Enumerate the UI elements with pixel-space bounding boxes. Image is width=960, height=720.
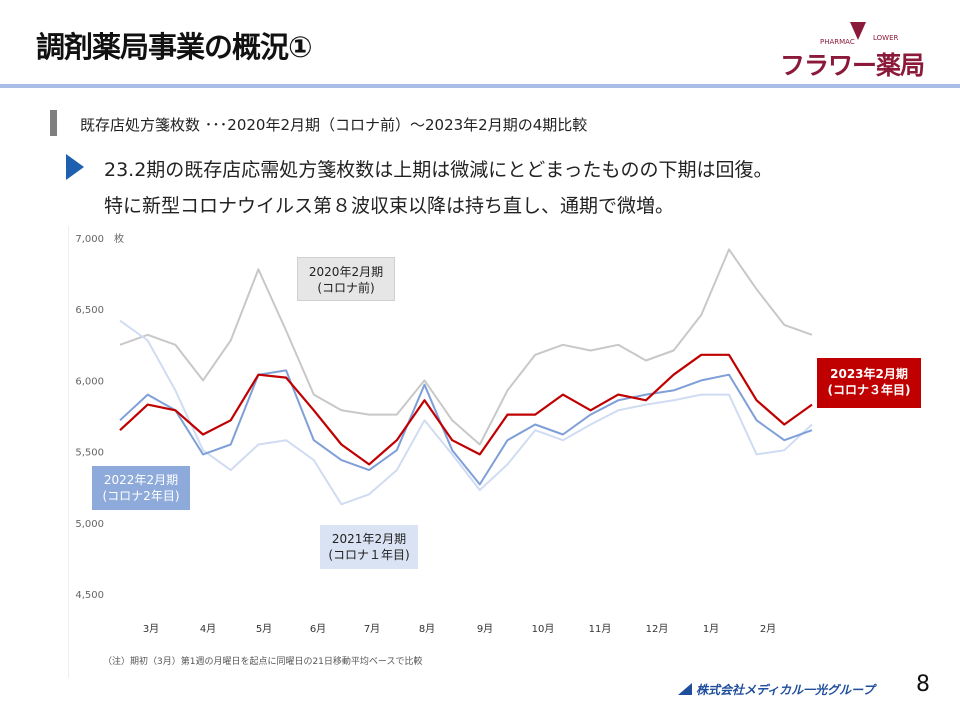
x-tick-label: 9月 xyxy=(477,623,493,635)
x-tick-label: 3月 xyxy=(143,623,159,635)
annotation-2023: 2023年2月期 (コロナ３年目) xyxy=(817,358,921,408)
annotation-2020: 2020年2月期 (コロナ前) xyxy=(297,257,395,301)
y-unit-label: 枚 xyxy=(114,232,124,245)
annotation-line: (コロナ2年目) xyxy=(102,489,180,503)
page-number: 8 xyxy=(916,672,930,697)
annotation-2021: 2021年2月期 (コロナ１年目) xyxy=(320,525,418,569)
x-tick-label: 1月 xyxy=(703,623,719,635)
x-tick-label: 11月 xyxy=(589,623,612,635)
logo-text: フラワー薬局 xyxy=(780,51,925,80)
annotation-line: (コロナ３年目) xyxy=(827,383,911,397)
y-tick-label: 4,500 xyxy=(75,590,104,601)
series-line-2022 xyxy=(119,369,813,486)
series-line-2020 xyxy=(119,248,813,446)
annotation-2022: 2022年2月期 (コロナ2年目) xyxy=(92,466,190,510)
x-tick-label: 8月 xyxy=(419,623,435,635)
x-tick-label: 12月 xyxy=(646,623,669,635)
flower-icon xyxy=(850,22,866,40)
bullet-text: 23.2期の既存店応需処方箋枚数は上期は微減にとどまったものの下期は回復。 xyxy=(104,159,773,181)
annotation-line: 2022年2月期 xyxy=(103,473,179,487)
series-lines xyxy=(119,248,813,506)
company-logo-icon xyxy=(678,683,692,695)
annotation-line: 2023年2月期 xyxy=(830,367,908,381)
x-tick-label: 2月 xyxy=(760,623,776,635)
y-tick-label: 5,000 xyxy=(75,519,104,530)
chart-border xyxy=(68,226,69,678)
bullet-text: 特に新型コロナウイルス第８波収束以降は持ち直し、通期で微増。 xyxy=(104,195,675,217)
company-logo-text: 株式会社メディカル一光グループ xyxy=(696,683,875,697)
triangle-bullet-icon xyxy=(66,154,84,180)
y-tick-label: 5,500 xyxy=(75,448,104,459)
y-tick-label: 6,000 xyxy=(75,376,104,387)
chart-footnote: （注）期初（3月）第1週の月曜日を起点に同曜日の21日移動平均ベースで比較 xyxy=(103,657,423,667)
x-tick-label: 4月 xyxy=(200,623,216,635)
x-tick-label: 5月 xyxy=(256,623,272,635)
series-line-2023 xyxy=(119,353,813,466)
y-tick-label: 6,500 xyxy=(75,305,104,316)
series-line-2021 xyxy=(119,319,813,506)
header-divider xyxy=(0,84,960,88)
annotation-line: 2021年2月期 xyxy=(331,532,407,546)
section-marker xyxy=(50,110,57,136)
x-tick-label: 10月 xyxy=(532,623,555,635)
y-axis: 7,000 6,500 6,000 5,500 5,000 4,500 xyxy=(75,234,104,601)
section-subtitle: 既存店処方箋枚数 ･･･2020年2月期（コロナ前）～2023年2月期の4期比較 xyxy=(80,116,588,134)
x-axis: 3月 4月 5月 6月 7月 8月 9月 10月 11月 12月 1月 2月 xyxy=(143,623,776,635)
y-tick-label: 7,000 xyxy=(75,234,104,245)
x-tick-label: 7月 xyxy=(364,623,380,635)
x-tick-label: 6月 xyxy=(310,623,326,635)
page-title: 調剤薬局事業の概況① xyxy=(36,30,313,64)
flower-pharmacy-logo: PHARMAC LOWER フラワー薬局 xyxy=(780,22,940,80)
annotation-line: (コロナ前) xyxy=(317,281,375,295)
logo-subtext: PHARMAC xyxy=(820,38,855,46)
annotation-line: 2020年2月期 xyxy=(308,265,384,279)
annotation-line: (コロナ１年目) xyxy=(328,548,410,562)
logo-subtext: LOWER xyxy=(873,34,899,42)
